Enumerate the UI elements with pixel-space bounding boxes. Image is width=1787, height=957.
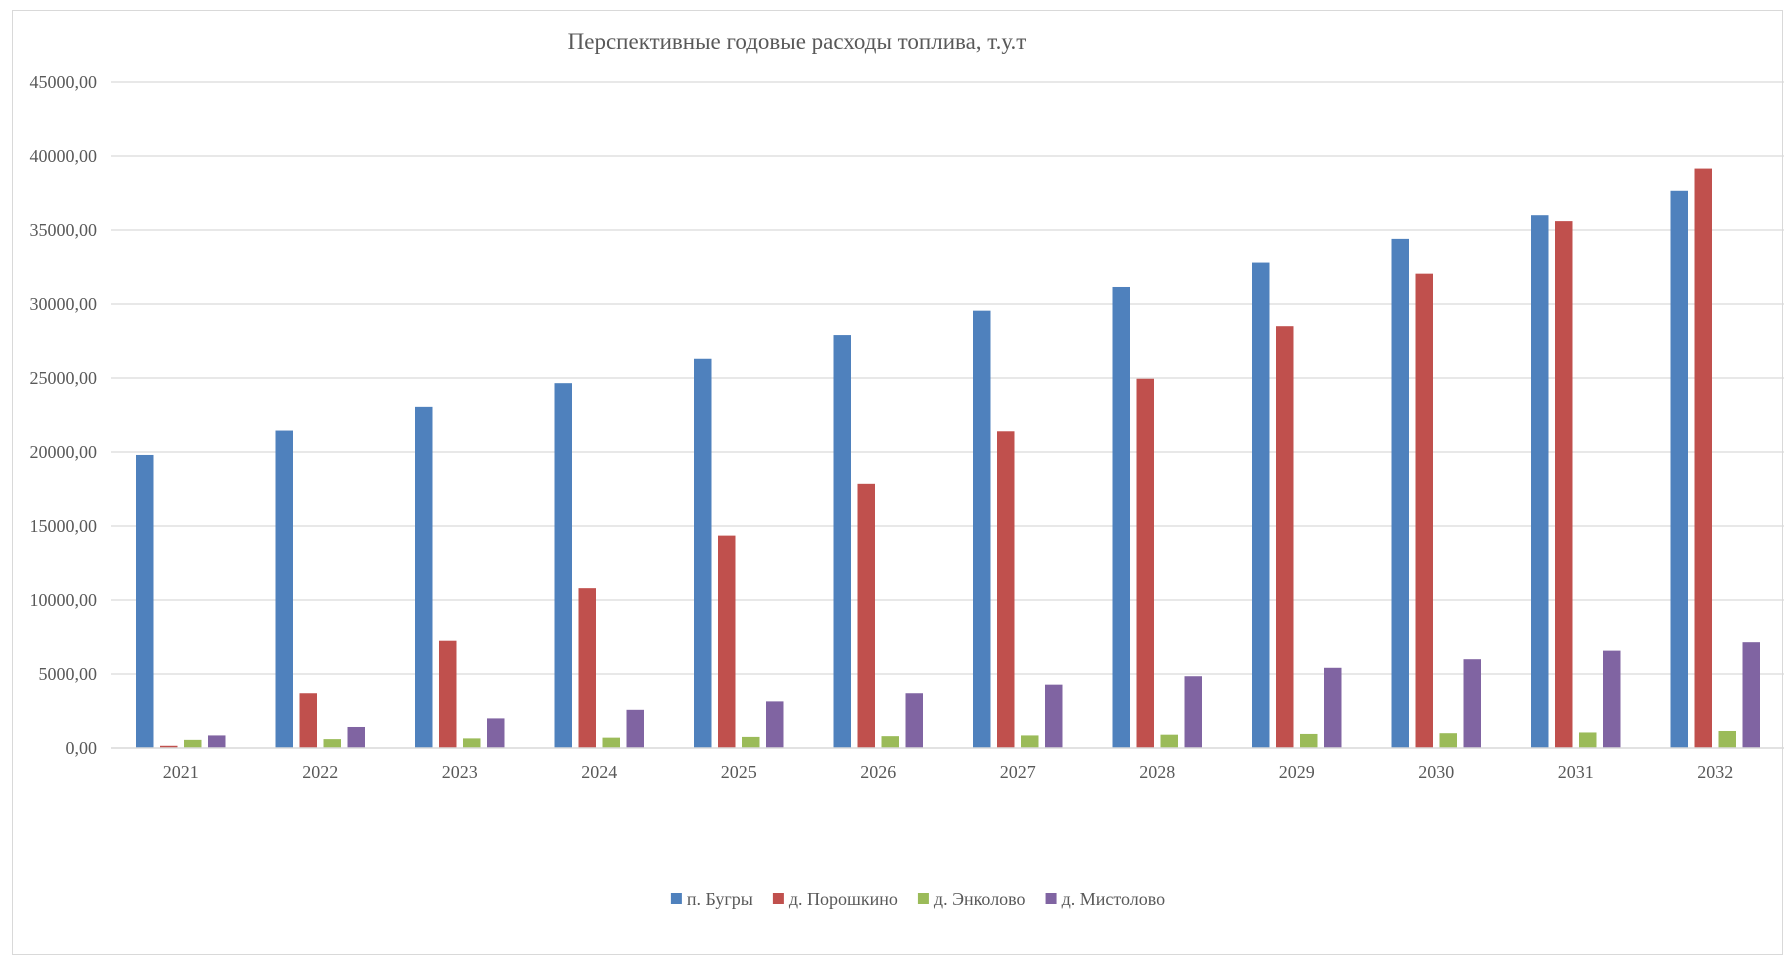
x-tick-label: 2032 bbox=[1697, 762, 1733, 782]
legend: п. Бугры д. Порошкино д. Энколово д. Мистол… bbox=[670, 889, 1166, 909]
legend-item: п. Бугры bbox=[670, 889, 753, 909]
legend-label: д. Энколово bbox=[934, 889, 1026, 909]
gridlines bbox=[111, 81, 1784, 675]
x-tick-label: 2025 bbox=[721, 762, 757, 782]
bar bbox=[1184, 676, 1202, 748]
bar bbox=[578, 588, 596, 748]
bar bbox=[905, 693, 923, 748]
bar bbox=[973, 310, 991, 748]
legend-item: д. Порошкино bbox=[772, 889, 898, 909]
legend-item: д. Энколово bbox=[917, 889, 1026, 909]
bar bbox=[857, 483, 875, 748]
bar bbox=[1439, 733, 1457, 748]
legend-label: п. Бугры bbox=[687, 889, 753, 909]
x-tick-label: 2026 bbox=[860, 762, 896, 782]
legend-label: д. Мистолово bbox=[1062, 889, 1166, 909]
legend-swatch bbox=[772, 893, 784, 904]
bar bbox=[766, 701, 784, 748]
x-tick-label: 2028 bbox=[1139, 762, 1175, 782]
y-tick-label: 10000,00 bbox=[30, 590, 98, 610]
bar bbox=[160, 745, 178, 748]
bar bbox=[1463, 659, 1481, 748]
bar bbox=[1391, 238, 1409, 748]
legend-label: д. Порошкино bbox=[789, 889, 898, 909]
bar bbox=[1160, 734, 1178, 748]
bar bbox=[718, 535, 736, 748]
bar bbox=[694, 358, 712, 748]
bar bbox=[1415, 273, 1433, 748]
bar bbox=[1694, 168, 1712, 748]
bar bbox=[1555, 221, 1573, 748]
y-tick-label: 20000,00 bbox=[30, 442, 98, 462]
bar bbox=[742, 736, 760, 748]
bar bbox=[1670, 190, 1688, 748]
bar bbox=[184, 739, 202, 748]
y-tick-label: 35000,00 bbox=[30, 220, 98, 240]
x-tick-label: 2029 bbox=[1279, 762, 1315, 782]
bar bbox=[626, 709, 644, 748]
y-tick-label: 25000,00 bbox=[30, 368, 98, 388]
bar bbox=[1603, 650, 1621, 748]
bar bbox=[347, 726, 365, 748]
legend-item: д. Мистолово bbox=[1045, 889, 1166, 909]
x-tick-label: 2022 bbox=[302, 762, 338, 782]
y-tick-label: 15000,00 bbox=[30, 516, 98, 536]
legend-swatch bbox=[1045, 893, 1057, 904]
bar bbox=[1531, 215, 1549, 748]
bar bbox=[1742, 642, 1760, 748]
bar bbox=[1324, 667, 1342, 748]
bar bbox=[1300, 733, 1318, 748]
bar bbox=[1021, 735, 1039, 748]
bar bbox=[463, 738, 481, 748]
bars bbox=[136, 168, 1760, 748]
y-axis-tick-labels: 0,00 5000,00 10000,00 15000,00 20000,00 25000… bbox=[30, 72, 98, 758]
bar bbox=[275, 430, 293, 748]
bar bbox=[1136, 378, 1154, 748]
bar bbox=[1579, 732, 1597, 748]
y-tick-label: 0,00 bbox=[66, 738, 98, 758]
bar bbox=[487, 718, 505, 748]
bar bbox=[1252, 262, 1270, 748]
bar bbox=[997, 431, 1015, 748]
x-tick-label: 2023 bbox=[442, 762, 478, 782]
x-tick-label: 2021 bbox=[163, 762, 199, 782]
x-tick-label: 2024 bbox=[581, 762, 617, 782]
chart-container: Перспективные годовые расходы топлива, т… bbox=[12, 10, 1784, 955]
bar bbox=[439, 640, 457, 748]
legend-swatch bbox=[917, 893, 929, 904]
chart-title: Перспективные годовые расходы топлива, т… bbox=[568, 29, 1027, 54]
bar bbox=[833, 335, 851, 748]
bar bbox=[136, 454, 154, 748]
bar bbox=[881, 736, 899, 748]
x-axis-tick-labels: 2021 2022 2023 2024 2025 2026 2027 2028 2029 2030… bbox=[163, 762, 1734, 782]
bar bbox=[1718, 730, 1736, 748]
bar bbox=[1276, 326, 1294, 748]
bar bbox=[602, 737, 620, 748]
bar bbox=[554, 383, 572, 748]
bar bbox=[1112, 286, 1130, 748]
legend-swatch bbox=[670, 893, 682, 904]
x-tick-label: 2027 bbox=[1000, 762, 1036, 782]
bar bbox=[208, 735, 226, 748]
bar bbox=[323, 739, 341, 748]
x-tick-label: 2030 bbox=[1418, 762, 1454, 782]
x-tick-label: 2031 bbox=[1558, 762, 1594, 782]
y-tick-label: 30000,00 bbox=[30, 294, 98, 314]
y-tick-label: 5000,00 bbox=[39, 664, 98, 684]
bar-chart: Перспективные годовые расходы топлива, т… bbox=[30, 29, 1784, 909]
bar bbox=[1045, 684, 1063, 748]
bar bbox=[299, 693, 317, 748]
y-tick-label: 40000,00 bbox=[30, 146, 98, 166]
bar bbox=[415, 406, 433, 748]
y-tick-label: 45000,00 bbox=[30, 72, 98, 92]
